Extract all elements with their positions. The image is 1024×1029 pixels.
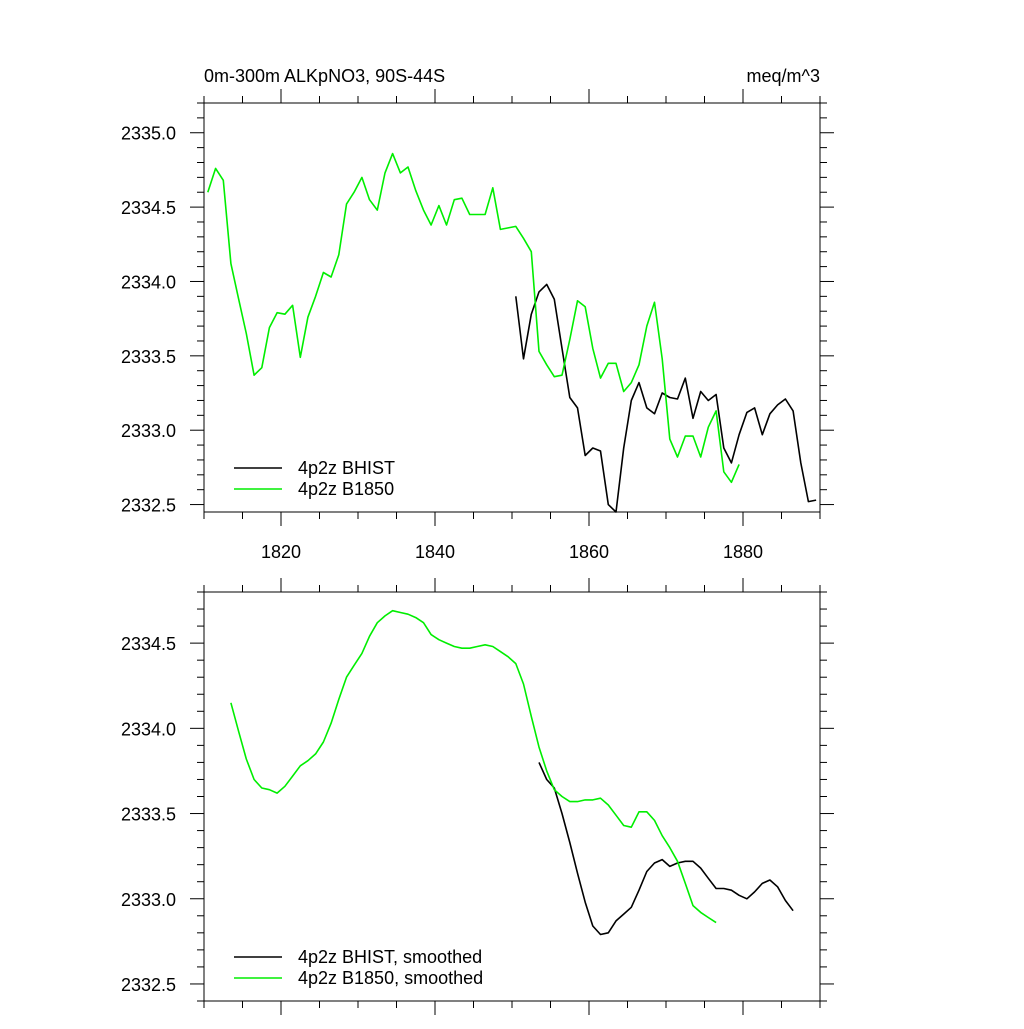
top-x-tick-label: 1820 xyxy=(261,542,301,562)
bottom-legend-label: 4p2z B1850, smoothed xyxy=(298,968,483,988)
bottom-legend-label: 4p2z BHIST, smoothed xyxy=(298,947,482,967)
top-y-tick-label: 2332.5 xyxy=(121,496,176,516)
top-x-tick-label: 1880 xyxy=(723,542,763,562)
bottom-panel: 2332.5 2333.0 2333.5 2334.0 2334.5 4p2z BHIST… xyxy=(121,578,834,1015)
top-series-line-b1850 xyxy=(207,152,740,484)
top-legend-label: 4p2z B1850 xyxy=(298,479,394,499)
bottom-y-tick-label: 2332.5 xyxy=(121,975,176,995)
bottom-y-tick-label: 2333.0 xyxy=(121,890,176,910)
top-y-tick-label: 2334.5 xyxy=(121,198,176,218)
bottom-y-tick-label: 2334.5 xyxy=(121,634,176,654)
top-panel: 1820 1840 1860 1880 2332.5 2333.0 2333.5 2334.0… xyxy=(121,66,834,562)
top-y-tick-label: 2333.0 xyxy=(121,421,176,441)
bottom-series-line-bhist xyxy=(538,762,794,936)
top-y-tick-label: 2333.5 xyxy=(121,347,176,367)
top-x-tick-label: 1860 xyxy=(569,542,609,562)
top-x-tick-label: 1840 xyxy=(415,542,455,562)
top-legend-label: 4p2z BHIST xyxy=(298,458,395,478)
bottom-y-tick-label: 2334.0 xyxy=(121,719,176,739)
bottom-y-tick-label: 2333.5 xyxy=(121,805,176,825)
top-plot-frame xyxy=(203,102,821,513)
top-y-tick-label: 2335.0 xyxy=(121,124,176,144)
chart-title: 0m-300m ALKpNO3, 90S-44S xyxy=(204,66,445,86)
top-y-tick-label: 2334.0 xyxy=(121,272,176,292)
bottom-series-line-b1850 xyxy=(230,609,717,924)
bottom-plot-frame xyxy=(203,591,821,1002)
chart-units: meq/m^3 xyxy=(747,66,820,86)
